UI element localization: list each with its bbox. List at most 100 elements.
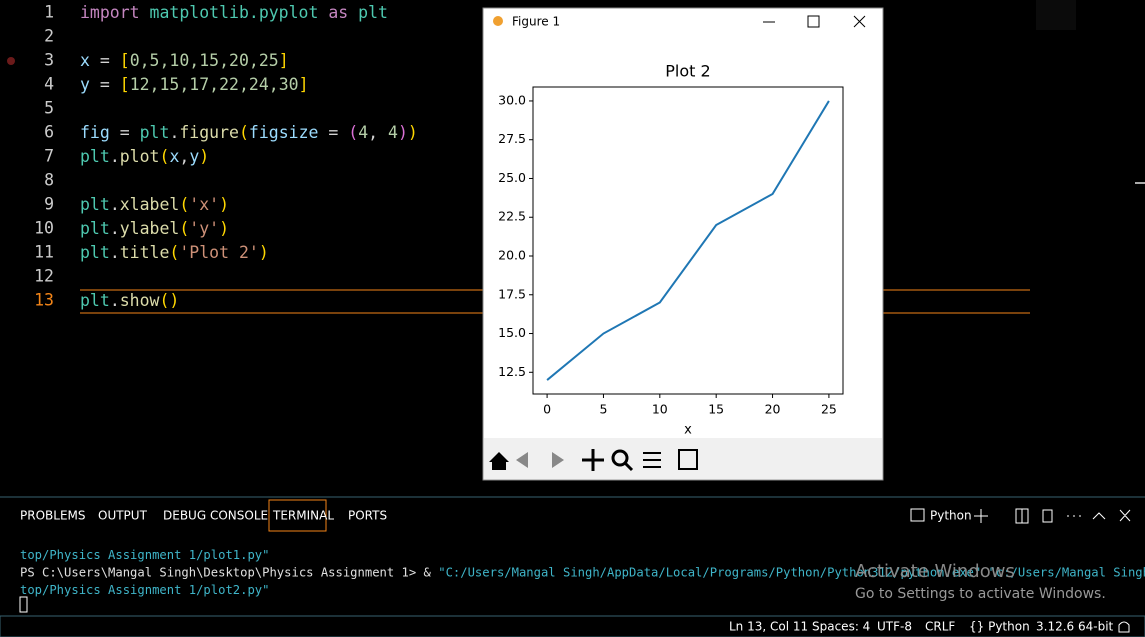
code-token: = [90,75,120,94]
line-number: 1 [44,3,54,22]
code-token: . [110,195,120,214]
x-tick-label: 25 [821,402,837,417]
zoom-handle [623,461,634,472]
line-number: 12 [34,267,54,286]
code-token: 4 [388,123,398,142]
line-number: 4 [44,75,54,94]
forward-button[interactable] [552,452,564,468]
line-number: 7 [44,147,54,166]
code-line: fig = plt.figure(figsize = (4, 4)) [80,123,418,142]
y-tick-label: 20.0 [498,248,526,263]
watermark-subtitle: Go to Settings to activate Windows. [855,586,1106,602]
code-token: as [328,3,348,22]
cursor [19,596,28,613]
code-token: . [110,243,120,262]
line-number: 3 [44,51,54,70]
code-line: plt.plot(x,y) [80,147,209,166]
status-bar [0,615,1145,637]
status-item[interactable]: 3.12.6 64-bit [1036,620,1114,634]
terminal-token: PS C:\Users\Mangal Singh\Desktop\Physics… [20,565,438,579]
code-token: ylabel [120,219,180,238]
code-token: [ [120,75,130,94]
x-tick-label: 20 [765,402,781,417]
scroll-marker [1135,182,1145,184]
y-tick-label: 22.5 [498,209,526,224]
code-token: figsize [249,123,319,142]
code-line: x = [0,5,10,15,20,25] [80,51,289,70]
terminal-token: "C:/Users/Mangal Singh/AppData/Local/Pro… [438,565,1145,579]
home-button[interactable] [489,452,509,470]
panel-tab[interactable]: DEBUG CONSOLE [163,509,268,523]
code-token: 12,15,17,22,24,30 [130,75,299,94]
code-token: show [120,291,160,310]
watermark-title: Activate Windows [855,561,1015,582]
status-item[interactable]: Ln 13, Col 11 [729,620,808,634]
code-token: plt [140,123,170,142]
code-token: x [80,51,90,70]
axes-frame [532,86,844,395]
terminal-line: top/Physics Assignment 1/plot1.py" [20,548,269,562]
code-token: ( [169,243,179,262]
status-item[interactable]: UTF-8 [877,620,912,634]
save-button[interactable] [678,449,698,470]
code-line: plt.xlabel('x') [80,195,229,214]
panel-tab[interactable]: PROBLEMS [20,509,86,523]
panel: PROBLEMS OUTPUT DEBUG CONSOLE TERMINAL PORTS… [20,499,1131,532]
chart-title: Plot 2 [665,62,710,81]
code-token: ( [179,195,189,214]
zoom-button[interactable] [611,449,629,467]
terminal-profile[interactable]: Python [930,509,972,523]
toolbar [484,438,882,479]
code-token: ( [348,123,358,142]
status-item[interactable]: Spaces: 4 [812,620,870,634]
breakpoint[interactable] [7,57,15,65]
close[interactable] [853,15,866,28]
terminal-line: top/Physics Assignment 1/plot2.py" [20,583,269,597]
code-token: plt [80,219,110,238]
code-token: plt [348,3,388,22]
figure-window[interactable]: Figure 1 Plot 2 x 0 5 10 15 20 25 12.5 15.0 17.5… [482,7,884,481]
panel-tab[interactable]: OUTPUT [98,509,148,523]
code-token: = [110,123,140,142]
code-token: plt [80,147,110,166]
configure-button[interactable] [643,452,661,468]
code-token: title [120,243,170,262]
x-axis-label: x [684,423,692,438]
code-token: figure [179,123,239,142]
terminal-token: top/Physics Assignment 1/plot2.py" [20,583,269,597]
code-token: y [80,75,90,94]
terminal-token: top/Physics Assignment 1/plot1.py" [20,548,269,562]
line-number: 13 [34,291,54,310]
code-token: . [110,219,120,238]
window-title: Figure 1 [512,15,560,29]
panel-tab[interactable]: PORTS [348,509,387,523]
code-token: ) [259,243,269,262]
line-number: 10 [34,219,54,238]
line-number: 6 [44,123,54,142]
status-item[interactable]: CRLF [925,620,955,634]
code-token: = [318,123,348,142]
code-token: plot [120,147,160,166]
panel-tab[interactable]: TERMINAL [272,509,334,523]
code-token: ) [408,123,418,142]
data-line [546,100,830,381]
status-item[interactable]: {} Python [969,620,1030,634]
line-number: 5 [44,99,54,118]
code-token: 'y' [189,219,219,238]
code-token: . [169,123,179,142]
line-number: 8 [44,171,54,190]
code-token: () [160,291,180,310]
code-token: ) [219,195,229,214]
terminal-icon [910,508,925,522]
x-tick-label: 5 [599,402,607,417]
maximize[interactable] [807,15,820,28]
code-token: , [179,147,189,166]
x-tick-label: 15 [708,402,724,417]
pan-button[interactable] [582,449,604,471]
back-button[interactable] [516,452,528,468]
window-icon [493,16,503,26]
code-token: ( [179,219,189,238]
panel-actions[interactable] [974,508,1131,524]
